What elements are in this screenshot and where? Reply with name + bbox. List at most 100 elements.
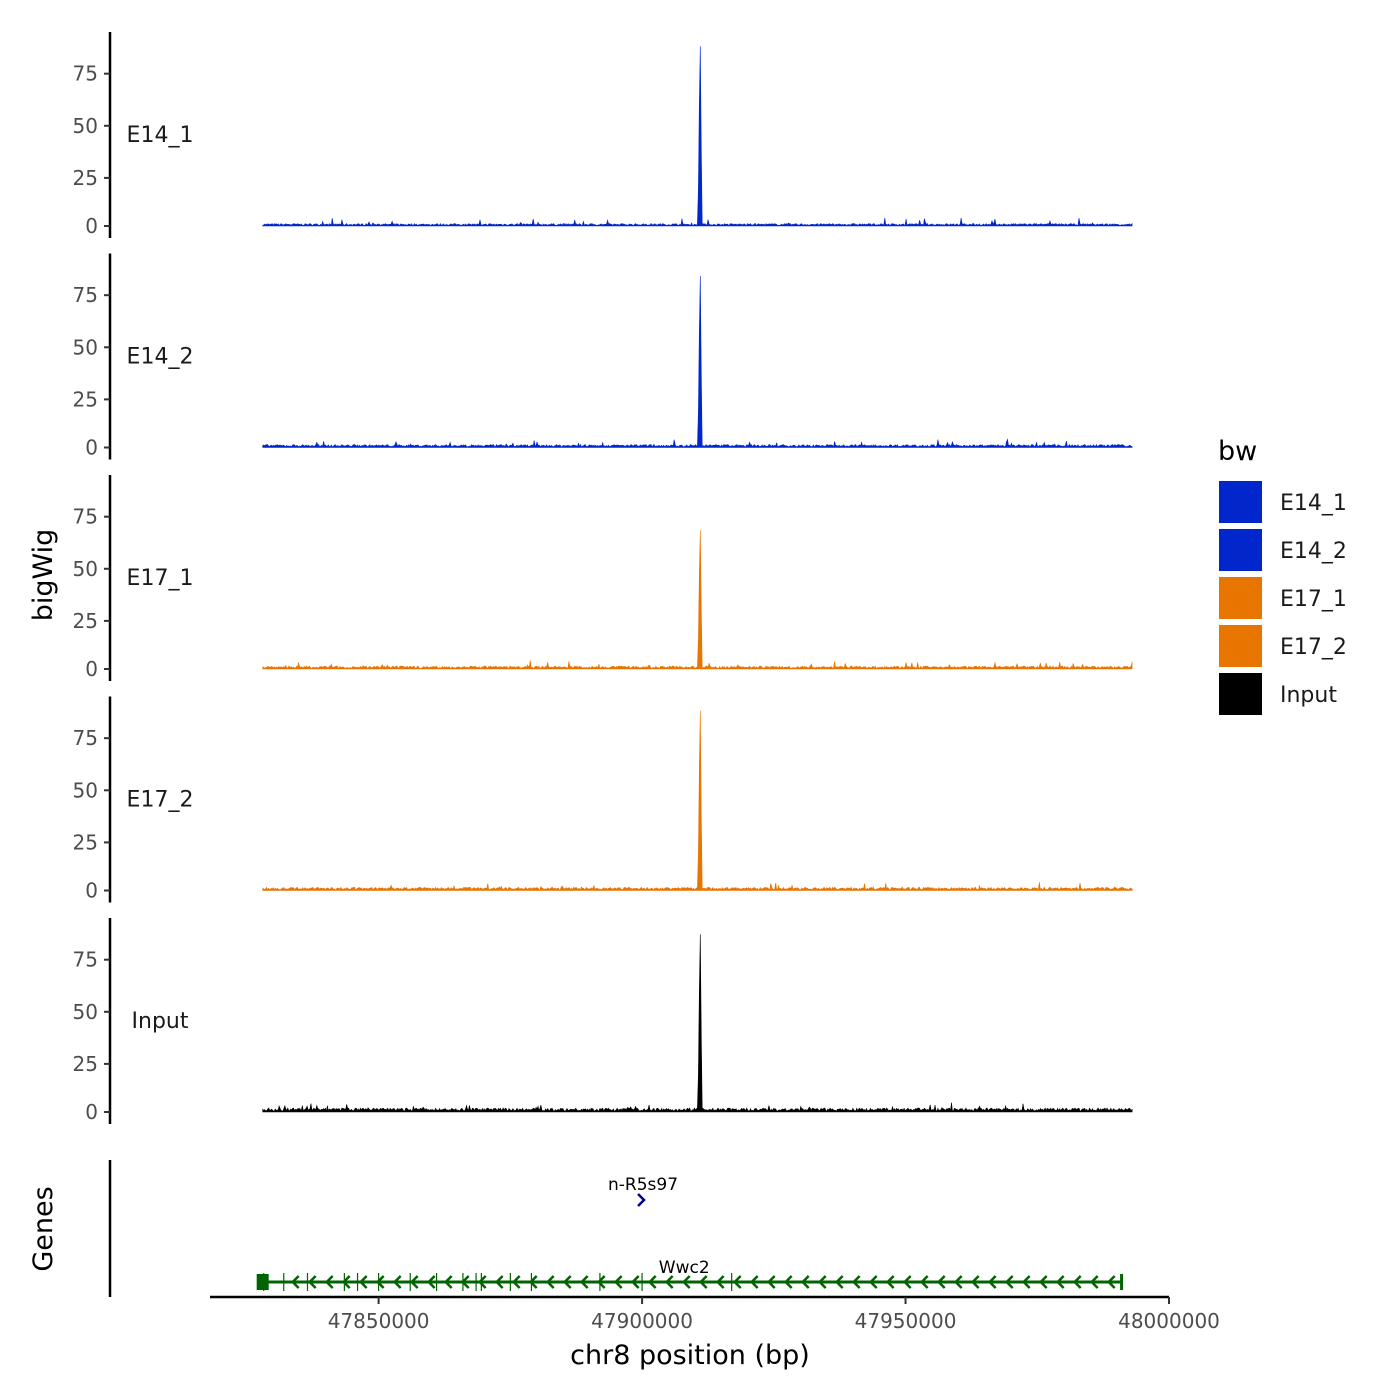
strand-chevron bbox=[562, 1275, 572, 1289]
strand-chevron bbox=[392, 1275, 402, 1289]
track-label: E17_2 bbox=[127, 788, 194, 813]
strand-chevron bbox=[1072, 1275, 1082, 1289]
strand-chevron bbox=[637, 1193, 646, 1207]
strand-chevron bbox=[749, 1275, 759, 1289]
track-E14_2: 0 25 50 75 E14_2 bbox=[73, 253, 1133, 460]
gene-track: n-R5s97 Wwc2 bbox=[108, 1160, 1124, 1297]
strand-chevron bbox=[596, 1275, 606, 1289]
y-tick-label: 50 bbox=[73, 557, 98, 581]
track-E17_2: 0 25 50 75 E17_2 bbox=[73, 696, 1133, 903]
track-label: Input bbox=[132, 1009, 189, 1034]
signal-area-E14_1 bbox=[262, 46, 1133, 227]
strand-chevron bbox=[902, 1275, 912, 1289]
legend-label-E14_2: E14_2 bbox=[1280, 539, 1347, 564]
y-tick-label: 50 bbox=[73, 335, 98, 359]
strand-chevron bbox=[732, 1275, 742, 1289]
strand-chevron bbox=[290, 1275, 300, 1289]
track-Input: 0 25 50 75 Input bbox=[73, 918, 1133, 1124]
y-tick-label: 75 bbox=[73, 948, 98, 972]
strand-chevron bbox=[987, 1275, 997, 1289]
legend-label-Input: Input bbox=[1280, 683, 1337, 708]
y-tick-label: 0 bbox=[85, 1100, 98, 1124]
strand-chevron bbox=[715, 1275, 725, 1289]
strand-chevron bbox=[443, 1275, 453, 1289]
track-label: E14_2 bbox=[127, 345, 194, 370]
x-tick-label: 47900000 bbox=[591, 1309, 693, 1333]
strand-chevron bbox=[766, 1275, 776, 1289]
strand-chevron bbox=[324, 1275, 334, 1289]
signal-area-E14_2 bbox=[262, 275, 1133, 448]
y-tick-label: 75 bbox=[73, 283, 98, 307]
strand-chevron bbox=[885, 1275, 895, 1289]
y-tick-label: 50 bbox=[73, 1000, 98, 1024]
strand-chevron bbox=[579, 1275, 589, 1289]
strand-chevron bbox=[341, 1275, 351, 1289]
legend-swatch-Input bbox=[1217, 671, 1264, 717]
strand-chevron bbox=[545, 1275, 555, 1289]
track-E14_1: 0 25 50 75 E14_1 bbox=[73, 32, 1133, 238]
strand-chevron bbox=[1038, 1275, 1048, 1289]
strand-chevron bbox=[511, 1275, 521, 1289]
y-tick-label: 75 bbox=[73, 505, 98, 529]
strand-chevron bbox=[851, 1275, 861, 1289]
x-tick-label: 47850000 bbox=[328, 1309, 430, 1333]
strand-chevron bbox=[834, 1275, 844, 1289]
strand-chevron bbox=[953, 1275, 963, 1289]
gene-n-R5s97: n-R5s97 bbox=[608, 1175, 678, 1207]
legend-title: bw bbox=[1218, 436, 1257, 467]
track-E17_1: 0 25 50 75 E17_1 bbox=[73, 475, 1133, 681]
strand-chevron bbox=[528, 1275, 538, 1289]
y-tick-label: 75 bbox=[73, 726, 98, 750]
strand-chevron bbox=[1106, 1275, 1116, 1289]
gene-Wwc2: Wwc2 bbox=[256, 1258, 1124, 1291]
y-tick-label: 0 bbox=[85, 657, 98, 681]
bigwig-tracks: 0 25 50 75 E14_1 0 25 50 75 E14_2 0 25 50 75 E17_1 0 25 5… bbox=[73, 32, 1133, 1124]
strand-chevron bbox=[868, 1275, 878, 1289]
strand-chevron bbox=[358, 1275, 368, 1289]
y-tick-label: 25 bbox=[73, 609, 98, 633]
x-tick-label: 48000000 bbox=[1118, 1309, 1220, 1333]
legend-swatch-E14_1 bbox=[1217, 479, 1264, 525]
strand-chevron bbox=[613, 1275, 623, 1289]
strand-chevron bbox=[800, 1275, 810, 1289]
y-tick-label: 0 bbox=[85, 214, 98, 238]
strand-chevron bbox=[664, 1275, 674, 1289]
strand-chevron bbox=[409, 1275, 419, 1289]
strand-chevron bbox=[477, 1275, 487, 1289]
strand-chevron bbox=[1089, 1275, 1099, 1289]
strand-chevron bbox=[681, 1275, 691, 1289]
track-label: E17_1 bbox=[127, 566, 194, 591]
genes-axis-title: Genes bbox=[28, 1186, 59, 1271]
strand-chevron bbox=[783, 1275, 793, 1289]
legend-swatch-E17_2 bbox=[1217, 623, 1264, 669]
legend-label-E17_2: E17_2 bbox=[1280, 635, 1347, 660]
strand-chevron bbox=[970, 1275, 980, 1289]
gene-label: Wwc2 bbox=[659, 1258, 710, 1278]
y-tick-label: 25 bbox=[73, 166, 98, 190]
y-tick-label: 25 bbox=[73, 830, 98, 854]
legend-swatch-E14_2 bbox=[1217, 527, 1264, 573]
strand-chevron bbox=[919, 1275, 929, 1289]
strand-chevron bbox=[1055, 1275, 1065, 1289]
y-tick-label: 25 bbox=[73, 387, 98, 411]
legend-label-E14_1: E14_1 bbox=[1280, 491, 1347, 516]
strand-chevron bbox=[1021, 1275, 1031, 1289]
strand-chevron bbox=[647, 1275, 657, 1289]
y-tick-label: 0 bbox=[85, 436, 98, 460]
y-tick-label: 0 bbox=[85, 879, 98, 903]
y-tick-label: 25 bbox=[73, 1052, 98, 1076]
signal-area-E17_2 bbox=[262, 710, 1133, 891]
x-tick-label: 47950000 bbox=[855, 1309, 957, 1333]
strand-chevron bbox=[936, 1275, 946, 1289]
x-axis: 47850000 47900000 47950000 48000000 bbox=[210, 1295, 1220, 1333]
legend-label-E17_1: E17_1 bbox=[1280, 587, 1347, 612]
y-axis-title: bigWig bbox=[28, 529, 59, 622]
strand-chevron bbox=[630, 1275, 640, 1289]
strand-chevron bbox=[426, 1275, 436, 1289]
legend: bw E14_1 E14_2 E17_1 E17_2 Input bbox=[1217, 436, 1347, 717]
gene-label: n-R5s97 bbox=[608, 1175, 678, 1195]
y-tick-label: 50 bbox=[73, 778, 98, 802]
track-label: E14_1 bbox=[127, 123, 194, 148]
strand-chevron bbox=[375, 1275, 385, 1289]
